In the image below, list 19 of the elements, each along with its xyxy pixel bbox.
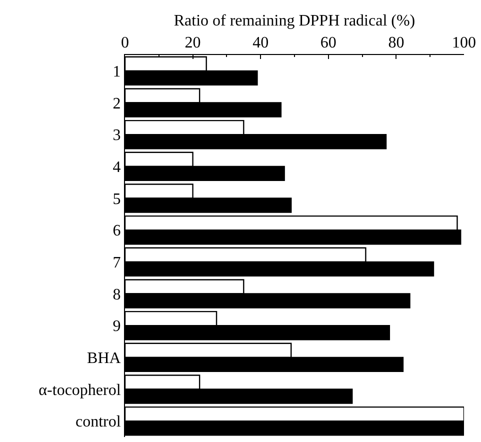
x-tick-label: 0 (121, 34, 129, 52)
x-tick-label: 40 (252, 34, 269, 52)
y-tick-label: 3 (112, 127, 121, 144)
y-tick-label: 2 (112, 95, 121, 112)
x-axis-title: Ratio of remaining DPPH radical (%) (174, 12, 416, 30)
x-tick-label: 100 (452, 34, 476, 52)
y-tick-label: 6 (112, 222, 121, 240)
y-tick-label: 4 (112, 159, 121, 176)
y-tick-label: 5 (112, 190, 121, 208)
y-tick-label: 9 (112, 318, 121, 336)
y-tick-label: 1 (112, 64, 121, 81)
y-tick-label: α-tocopherol (38, 382, 122, 399)
x-tick-label: 80 (388, 34, 404, 52)
y-tick-label: control (75, 414, 122, 431)
y-tick-label: 8 (112, 286, 121, 304)
x-tick-label: 60 (320, 34, 336, 52)
y-tick-label: BHA (87, 350, 122, 368)
y-tick-label: 7 (112, 254, 121, 272)
x-tick-label: 20 (184, 34, 201, 52)
